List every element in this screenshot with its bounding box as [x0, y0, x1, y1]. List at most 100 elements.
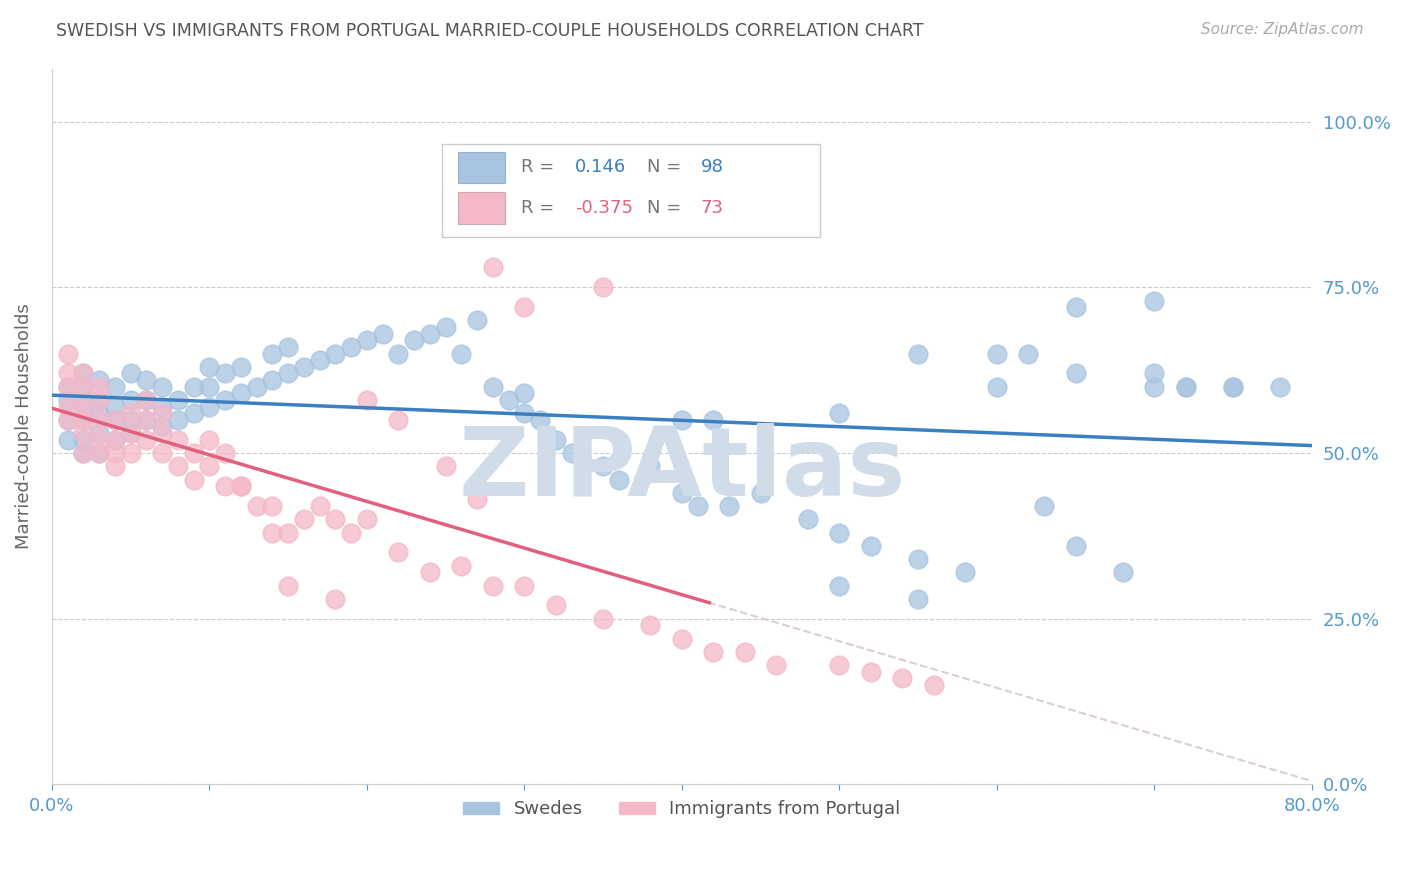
Text: N =: N =: [647, 199, 686, 217]
Point: [120, 446, 142, 460]
Point: [765, 658, 787, 673]
Point: [262, 525, 284, 540]
Point: [702, 413, 724, 427]
Point: [986, 346, 1008, 360]
Point: [1174, 380, 1197, 394]
Point: [277, 578, 299, 592]
Point: [859, 539, 882, 553]
Point: [166, 413, 188, 427]
Point: [1270, 380, 1292, 394]
Point: [87, 406, 110, 420]
Point: [828, 578, 851, 592]
Point: [607, 473, 630, 487]
Point: [135, 392, 157, 407]
Text: 73: 73: [700, 199, 724, 217]
Point: [198, 359, 221, 374]
Bar: [457, 152, 505, 183]
Point: [718, 499, 741, 513]
Point: [986, 380, 1008, 394]
Point: [529, 413, 551, 427]
Point: [513, 578, 536, 592]
Point: [498, 392, 520, 407]
Point: [87, 392, 110, 407]
Point: [1143, 293, 1166, 308]
Text: 98: 98: [700, 158, 724, 177]
Point: [183, 406, 205, 420]
Point: [340, 340, 363, 354]
Text: R =: R =: [520, 199, 560, 217]
Point: [87, 446, 110, 460]
Point: [87, 446, 110, 460]
Point: [1064, 539, 1087, 553]
Point: [72, 380, 94, 394]
Point: [640, 618, 662, 632]
Point: [513, 406, 536, 420]
Point: [87, 380, 110, 394]
Point: [198, 433, 221, 447]
Text: N =: N =: [647, 158, 686, 177]
Point: [671, 413, 693, 427]
Point: [1174, 380, 1197, 394]
Point: [922, 678, 945, 692]
Point: [702, 645, 724, 659]
Point: [72, 367, 94, 381]
Point: [104, 433, 127, 447]
Point: [262, 373, 284, 387]
Point: [1064, 300, 1087, 314]
Point: [292, 359, 315, 374]
Point: [120, 367, 142, 381]
Point: [481, 380, 503, 394]
Point: [72, 380, 94, 394]
Point: [87, 413, 110, 427]
Point: [828, 406, 851, 420]
Point: [450, 346, 472, 360]
Point: [72, 400, 94, 414]
Point: [120, 413, 142, 427]
Point: [198, 400, 221, 414]
Point: [56, 413, 79, 427]
Point: [292, 512, 315, 526]
Point: [56, 392, 79, 407]
Point: [465, 313, 488, 327]
Point: [797, 512, 820, 526]
Point: [1112, 566, 1135, 580]
Point: [135, 392, 157, 407]
Point: [323, 591, 346, 606]
Point: [245, 499, 267, 513]
Text: Source: ZipAtlas.com: Source: ZipAtlas.com: [1201, 22, 1364, 37]
Point: [277, 367, 299, 381]
Point: [104, 413, 127, 427]
Point: [434, 459, 457, 474]
Point: [402, 334, 425, 348]
Point: [859, 665, 882, 679]
Point: [686, 499, 709, 513]
Point: [513, 300, 536, 314]
Point: [1033, 499, 1056, 513]
Point: [544, 599, 567, 613]
Point: [749, 485, 772, 500]
Point: [229, 386, 252, 401]
Point: [907, 552, 929, 566]
Point: [1017, 346, 1039, 360]
FancyBboxPatch shape: [443, 144, 821, 236]
Point: [183, 380, 205, 394]
Point: [356, 392, 378, 407]
Point: [214, 392, 236, 407]
Point: [891, 672, 914, 686]
Point: [72, 426, 94, 441]
Point: [450, 558, 472, 573]
Point: [229, 479, 252, 493]
Point: [150, 426, 173, 441]
Point: [1222, 380, 1244, 394]
Point: [387, 545, 409, 559]
Point: [104, 380, 127, 394]
Point: [323, 512, 346, 526]
Point: [214, 446, 236, 460]
Point: [135, 413, 157, 427]
Point: [387, 413, 409, 427]
Point: [356, 334, 378, 348]
Point: [87, 426, 110, 441]
Point: [1222, 380, 1244, 394]
Legend: Swedes, Immigrants from Portugal: Swedes, Immigrants from Portugal: [456, 793, 908, 825]
Point: [72, 446, 94, 460]
